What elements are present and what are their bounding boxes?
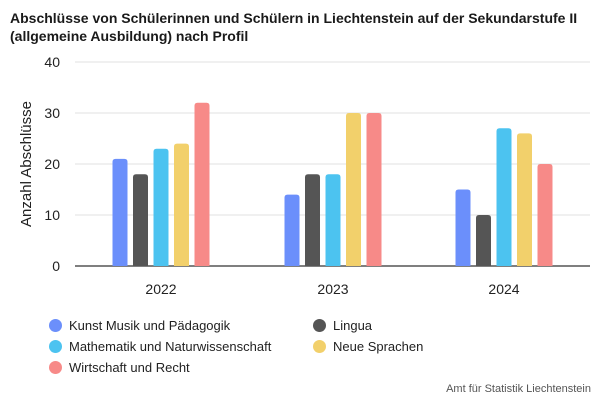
chart-title: Abschlüsse von Schülerinnen und Schülern… <box>10 9 595 45</box>
bar <box>517 133 532 266</box>
y-tick-label: 30 <box>44 105 60 121</box>
y-tick-label: 40 <box>44 54 60 70</box>
bar <box>194 102 210 266</box>
bar-chart: 0 10 20 30 40 2022 2023 2024 Anzahl Abschlüsse <box>18 54 590 297</box>
x-tick-label: 2023 <box>317 281 348 297</box>
x-tick-label: 2024 <box>488 281 519 297</box>
bar <box>112 158 128 266</box>
x-tick-label: 2022 <box>145 281 176 297</box>
x-tick-labels: 2022 2023 2024 <box>145 281 519 297</box>
legend-swatch <box>313 319 326 332</box>
legend-label: Lingua <box>333 318 373 333</box>
bar <box>133 174 148 266</box>
bar <box>174 143 189 266</box>
bar <box>366 113 382 266</box>
bar <box>305 174 320 266</box>
bar <box>455 189 471 266</box>
legend-item: Neue Sprachen <box>313 339 423 354</box>
bar <box>153 148 169 266</box>
y-tick-labels: 0 10 20 30 40 <box>44 54 60 274</box>
bar <box>537 164 553 266</box>
legend-swatch <box>313 340 326 353</box>
bar <box>496 128 512 266</box>
bars <box>112 102 553 266</box>
legend-swatch <box>49 361 62 374</box>
legend-item: Kunst Musik und Pädagogik <box>49 318 230 333</box>
legend-label: Mathematik und Naturwissenschaft <box>69 339 272 354</box>
legend-swatch <box>49 319 62 332</box>
bar <box>346 113 361 266</box>
bar <box>325 174 341 266</box>
bar <box>284 194 300 266</box>
y-tick-label: 20 <box>44 156 60 172</box>
chart-title-line-2: (allgemeine Ausbildung) nach Profil <box>10 28 249 44</box>
legend-label: Neue Sprachen <box>333 339 424 354</box>
legend-swatch <box>49 340 62 353</box>
bar <box>476 215 491 266</box>
chart-title-line-1: Abschlüsse von Schülerinnen und Schülern… <box>10 10 578 26</box>
source-note: Amt für Statistik Liechtenstein <box>446 383 591 395</box>
legend-item: Wirtschaft und Recht <box>49 360 190 375</box>
y-axis-label: Anzahl Abschlüsse <box>18 101 35 227</box>
y-tick-label: 0 <box>52 258 60 274</box>
legend-label: Kunst Musik und Pädagogik <box>69 318 231 333</box>
legend-item: Lingua <box>313 318 372 333</box>
legend-label: Wirtschaft und Recht <box>69 360 190 375</box>
y-tick-label: 10 <box>44 207 60 223</box>
legend-item: Mathematik und Naturwissenschaft <box>49 339 271 354</box>
